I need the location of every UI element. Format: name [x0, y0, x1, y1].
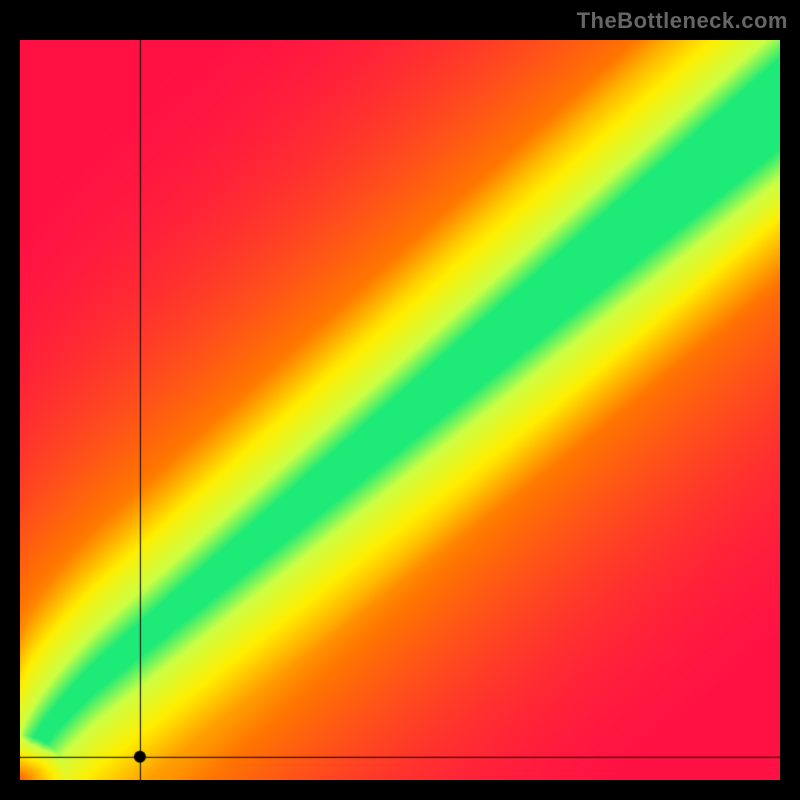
watermark-text: TheBottleneck.com [577, 8, 788, 34]
heatmap-canvas [20, 40, 780, 780]
plot-area [20, 40, 780, 780]
chart-container: TheBottleneck.com [0, 0, 800, 800]
